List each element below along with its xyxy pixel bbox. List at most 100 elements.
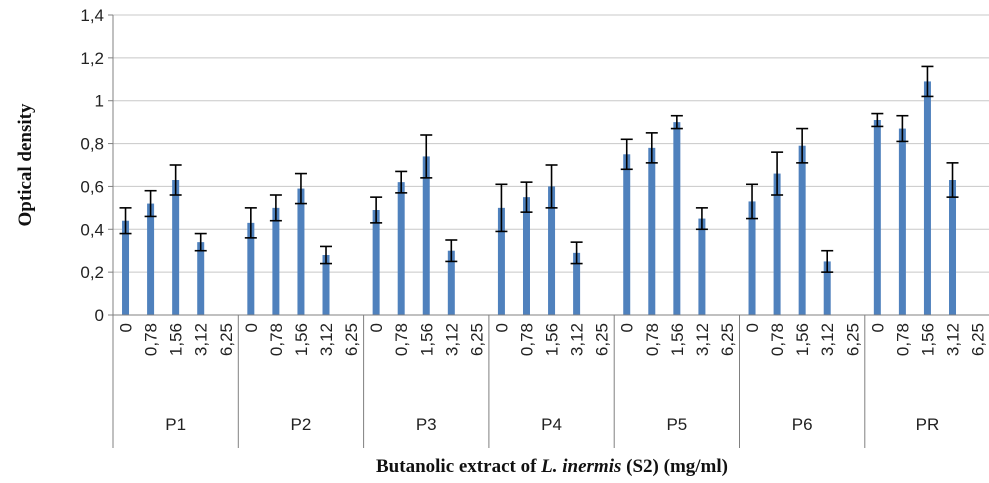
x-tick-label: 0,78 bbox=[517, 323, 536, 356]
x-tick-label: 0,78 bbox=[392, 323, 411, 356]
x-tick-label: 3,12 bbox=[192, 323, 211, 356]
y-tick-label: 0,2 bbox=[80, 263, 104, 282]
error-bar bbox=[495, 183, 508, 233]
bar bbox=[297, 188, 305, 315]
axes bbox=[108, 14, 989, 448]
x-tick-label: 0 bbox=[868, 323, 887, 332]
bar bbox=[648, 147, 656, 315]
x-tick-label: 3,12 bbox=[944, 323, 963, 356]
bar bbox=[372, 210, 380, 315]
bar bbox=[698, 218, 706, 315]
error-bar bbox=[244, 207, 257, 239]
error-bar bbox=[445, 239, 458, 263]
bars bbox=[119, 65, 959, 316]
bar bbox=[147, 203, 155, 315]
group-label: P3 bbox=[416, 415, 437, 434]
x-axis-title-part-2: L. inermis bbox=[540, 456, 621, 477]
bar bbox=[923, 81, 931, 315]
error-bar bbox=[294, 172, 307, 205]
x-tick-label: 3,12 bbox=[818, 323, 837, 356]
y-tick-label: 1,2 bbox=[80, 49, 104, 68]
x-tick-label: 0,78 bbox=[142, 323, 161, 356]
bar bbox=[949, 180, 957, 315]
x-axis-title: Butanolic extract of L. inermis (S2) (mg… bbox=[376, 456, 728, 477]
bar bbox=[823, 261, 831, 315]
bar bbox=[898, 128, 906, 315]
bar bbox=[748, 201, 756, 315]
error-bar bbox=[746, 183, 759, 220]
x-tick-label: 6,25 bbox=[593, 323, 612, 356]
error-bar bbox=[645, 132, 658, 164]
error-bar bbox=[921, 65, 934, 98]
x-tick-label: 1,56 bbox=[668, 323, 687, 356]
bar bbox=[522, 197, 530, 315]
group-label: P2 bbox=[291, 415, 312, 434]
error-bar bbox=[771, 151, 784, 196]
error-bar bbox=[520, 181, 533, 213]
y-tick-label: 0,6 bbox=[80, 177, 104, 196]
x-tick-label: 3,12 bbox=[317, 323, 336, 356]
error-bar bbox=[169, 164, 182, 196]
x-tick-label: 1,56 bbox=[543, 323, 562, 356]
error-bar bbox=[620, 138, 633, 171]
y-tick-labels: 0 0,2 0,4 0,6 0,8 1 1,2 1,4 bbox=[80, 6, 104, 325]
error-bar bbox=[119, 207, 132, 235]
x-tick-label: 3,12 bbox=[442, 323, 461, 356]
x-tick-label: 0 bbox=[618, 323, 637, 332]
bar bbox=[172, 180, 180, 315]
error-bar bbox=[695, 207, 708, 231]
x-tick-label: 1,56 bbox=[167, 323, 186, 356]
y-tick-label: 0,8 bbox=[80, 135, 104, 154]
y-tick-label: 0,4 bbox=[80, 220, 104, 239]
group-label: P1 bbox=[165, 415, 186, 434]
error-bar bbox=[796, 127, 809, 164]
group-label: P5 bbox=[666, 415, 687, 434]
bar bbox=[447, 250, 455, 315]
group-label: PR bbox=[916, 415, 940, 434]
y-tick-label: 0 bbox=[95, 306, 104, 325]
x-tick-label: 0,78 bbox=[267, 323, 286, 356]
bar bbox=[548, 186, 556, 315]
bar bbox=[497, 207, 505, 315]
group-label: P6 bbox=[792, 415, 813, 434]
x-tick-label: 0,78 bbox=[893, 323, 912, 356]
group-labels: P1 P2 P3 P4 P5 P6 PR bbox=[165, 415, 939, 434]
bar bbox=[322, 255, 330, 315]
bar bbox=[573, 252, 581, 315]
bar bbox=[673, 122, 681, 316]
error-bar bbox=[269, 194, 282, 222]
error-bar bbox=[144, 189, 157, 218]
bar bbox=[197, 242, 205, 315]
x-axis-title-part-1: Butanolic extract of bbox=[376, 456, 541, 477]
x-tick-label: 6,25 bbox=[843, 323, 862, 356]
y-axis-title: Optical density bbox=[15, 103, 36, 226]
x-tick-label: 0 bbox=[367, 323, 386, 332]
bar bbox=[422, 156, 430, 315]
error-bar bbox=[570, 241, 583, 265]
x-tick-label: 1,56 bbox=[292, 323, 311, 356]
bar bbox=[873, 120, 881, 315]
x-tick-label: 3,12 bbox=[693, 323, 712, 356]
y-tick-label: 1,4 bbox=[80, 6, 104, 25]
x-tick-label: 6,25 bbox=[467, 323, 486, 356]
x-tick-label: 1,56 bbox=[918, 323, 937, 356]
error-bar bbox=[194, 232, 207, 252]
bar bbox=[272, 207, 280, 315]
error-bar bbox=[420, 134, 433, 179]
bar bbox=[773, 173, 781, 315]
x-tick-label: 0,78 bbox=[768, 323, 787, 356]
error-bar bbox=[370, 196, 383, 224]
group-label: P4 bbox=[541, 415, 562, 434]
bar bbox=[122, 220, 130, 315]
error-bar bbox=[320, 245, 333, 265]
x-tick-label: 1,56 bbox=[793, 323, 812, 356]
x-tick-label: 0 bbox=[492, 323, 511, 332]
x-tick-label: 3,12 bbox=[568, 323, 587, 356]
x-tick-label: 0 bbox=[117, 323, 136, 332]
x-tick-label: 6,25 bbox=[342, 323, 361, 356]
x-tick-label: 0,78 bbox=[643, 323, 662, 356]
error-bar bbox=[821, 249, 834, 273]
bar bbox=[247, 222, 255, 315]
bar bbox=[623, 154, 631, 315]
